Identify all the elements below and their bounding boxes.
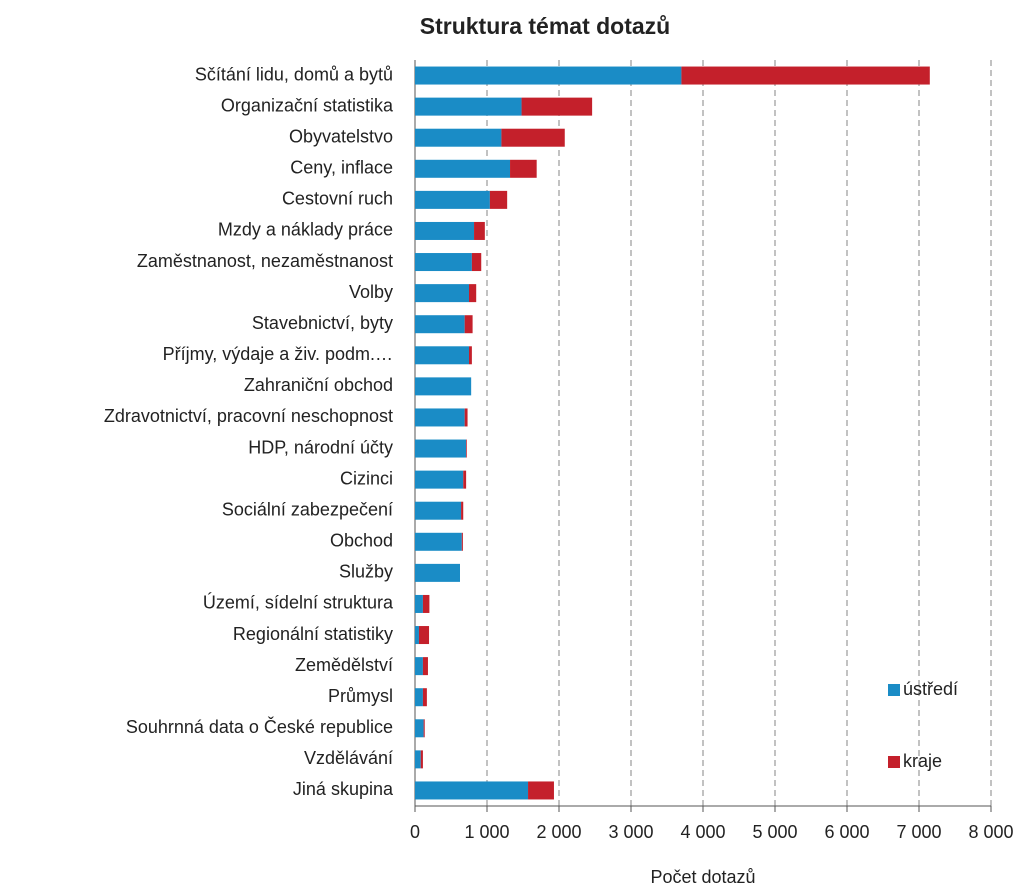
bar-segment [464,408,468,427]
bar-segment [415,97,522,116]
bar-segment [489,190,508,209]
x-tick-label: 4 000 [680,822,725,842]
y-tick-label: Vzdělávání [304,748,393,768]
bar-segment [415,408,465,427]
bar-segment [415,501,462,520]
bar-segment [463,470,467,489]
bar-segment [464,315,473,334]
legend-swatch [888,756,900,768]
bar-segment [415,781,529,800]
y-tick-label: Volby [349,282,393,302]
x-tick-label: 8 000 [968,822,1013,842]
bar-segment [466,439,467,458]
bar-segment [415,563,460,582]
bar-segment [418,626,430,645]
x-axis-label: Počet dotazů [650,867,755,887]
chart-title: Struktura témat dotazů [420,13,670,39]
bar-segment [415,532,462,551]
bar-segment [415,346,469,365]
y-tick-label: Obchod [330,531,393,551]
y-tick-label: Regionální statistiky [233,624,393,644]
y-tick-label: Sociální zabezpečení [222,499,393,519]
bar-segment [415,128,502,147]
bar-segment [423,719,425,738]
y-tick-label: Cestovní ruch [282,189,393,209]
bar-segment [461,501,464,520]
bar-segment [422,657,428,676]
bar-segment [415,253,472,272]
x-tick-label: 3 000 [608,822,653,842]
y-tick-label: Služby [339,562,393,582]
x-tick-label: 2 000 [536,822,581,842]
legend-swatch [888,684,900,696]
y-tick-label: Zdravotnictví, pracovní neschopnost [104,406,393,426]
bar-segment [681,66,930,85]
bar-segment [415,626,419,645]
bar-segment [474,221,485,240]
bar-segment [415,377,472,396]
y-tick-label: Souhrnná data o České republice [126,716,393,737]
bar-segment [415,315,465,334]
y-tick-label: Cizinci [340,468,393,488]
bar-segment [471,253,482,272]
y-tick-label: Ceny, inflace [290,158,393,178]
x-tick-label: 5 000 [752,822,797,842]
x-tick-label: 0 [410,822,420,842]
x-tick-label: 6 000 [824,822,869,842]
bar-segment [415,594,423,613]
bar-segment [469,346,472,365]
legend-label: ústředí [903,679,958,699]
x-tick-label: 7 000 [896,822,941,842]
y-tick-label: Stavebnictví, byty [252,313,393,333]
y-tick-label: Území, sídelní struktura [203,592,394,613]
bar-segment [422,594,430,613]
bar-segment [422,688,427,707]
y-tick-label: Sčítání lidu, domů a bytů [195,64,393,84]
bar-segment [415,439,467,458]
bar-segment [415,750,421,769]
bar-segment [501,128,565,147]
bar-segment [415,657,423,676]
bar-segment [420,750,423,769]
bar-segment [528,781,554,800]
y-tick-label: Obyvatelstvo [289,126,393,146]
bar-segment [415,470,464,489]
bar-segment [415,66,682,85]
bar-segment [521,97,593,116]
y-tick-label: Jiná skupina [293,779,394,799]
y-tick-label: Zemědělství [295,655,393,675]
x-tick-label: 1 000 [464,822,509,842]
y-tick-label: Zaměstnanost, nezaměstnanost [137,251,393,271]
y-tick-label: HDP, národní účty [248,437,393,457]
y-tick-label: Mzdy a náklady práce [218,220,393,240]
y-tick-label: Zahraniční obchod [244,375,393,395]
y-tick-label: Organizační statistika [221,95,394,115]
bar-segment [469,284,477,303]
bar-segment [415,190,490,209]
y-tick-label: Příjmy, výdaje a živ. podm.… [163,344,393,364]
bar-segment [415,159,511,178]
bar-segment [415,719,424,738]
y-tick-label: Průmysl [328,686,393,706]
legend-label: kraje [903,751,942,771]
bar-segment [510,159,537,178]
bar-segment [415,221,475,240]
bar-segment [415,284,469,303]
bar-segment [461,532,463,551]
bar-segment [415,688,423,707]
